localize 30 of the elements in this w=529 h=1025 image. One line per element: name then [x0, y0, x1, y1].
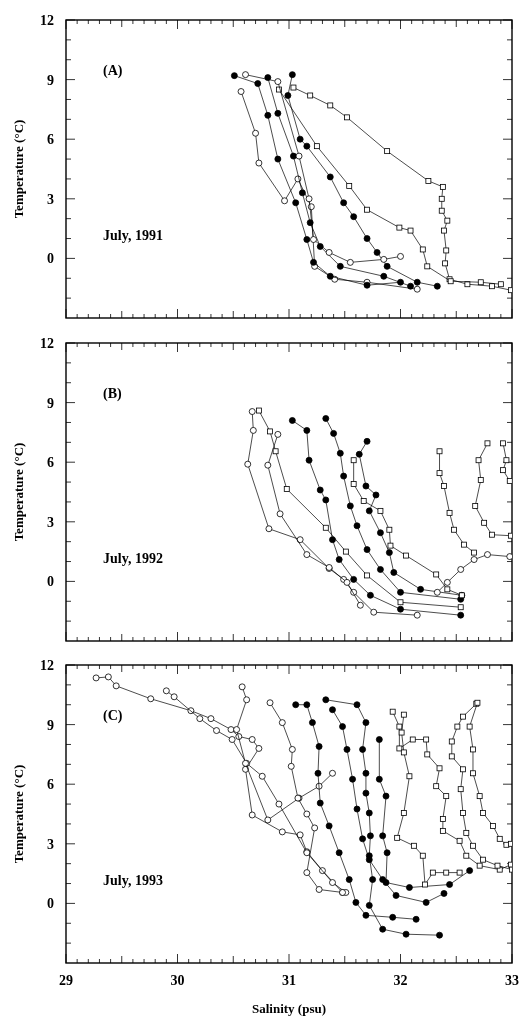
annotation: July, 1992 — [103, 551, 163, 566]
annotation: July, 1991 — [103, 228, 163, 243]
y-tick-label: 9 — [47, 72, 54, 88]
y-tick-label: 0 — [47, 251, 54, 267]
x-tick-label: 31 — [282, 973, 296, 988]
y-tick-label: 3 — [47, 514, 54, 530]
y-tick-label: 3 — [47, 191, 54, 207]
annotation: (C) — [103, 708, 123, 724]
y-tick-label: 12 — [40, 13, 54, 28]
x-tick-label: 30 — [170, 973, 185, 988]
y-tick-label: 9 — [47, 717, 54, 733]
x-tick-label: 29 — [59, 973, 73, 988]
x-axis-title: Salinity (psu) — [251, 1001, 327, 1016]
y-tick-label: 12 — [40, 658, 54, 673]
y-axis-title: Temperature (°C) — [11, 119, 26, 219]
y-tick-label: 3 — [47, 836, 54, 852]
annotation: (B) — [103, 386, 122, 402]
y-tick-label: 6 — [47, 132, 54, 148]
y-tick-label: 6 — [47, 777, 54, 793]
annotation: July, 1993 — [103, 873, 163, 888]
y-axis-title: Temperature (°C) — [11, 764, 26, 864]
y-tick-label: 12 — [40, 336, 54, 351]
y-tick-label: 0 — [47, 896, 54, 912]
y-tick-label: 9 — [47, 395, 54, 411]
y-axis-title: Temperature (°C) — [11, 442, 26, 542]
y-tick-label: 0 — [47, 574, 54, 590]
x-tick-label: 33 — [505, 973, 519, 988]
y-tick-label: 6 — [47, 455, 54, 471]
x-tick-label: 32 — [393, 973, 408, 988]
annotation: (A) — [103, 63, 123, 79]
